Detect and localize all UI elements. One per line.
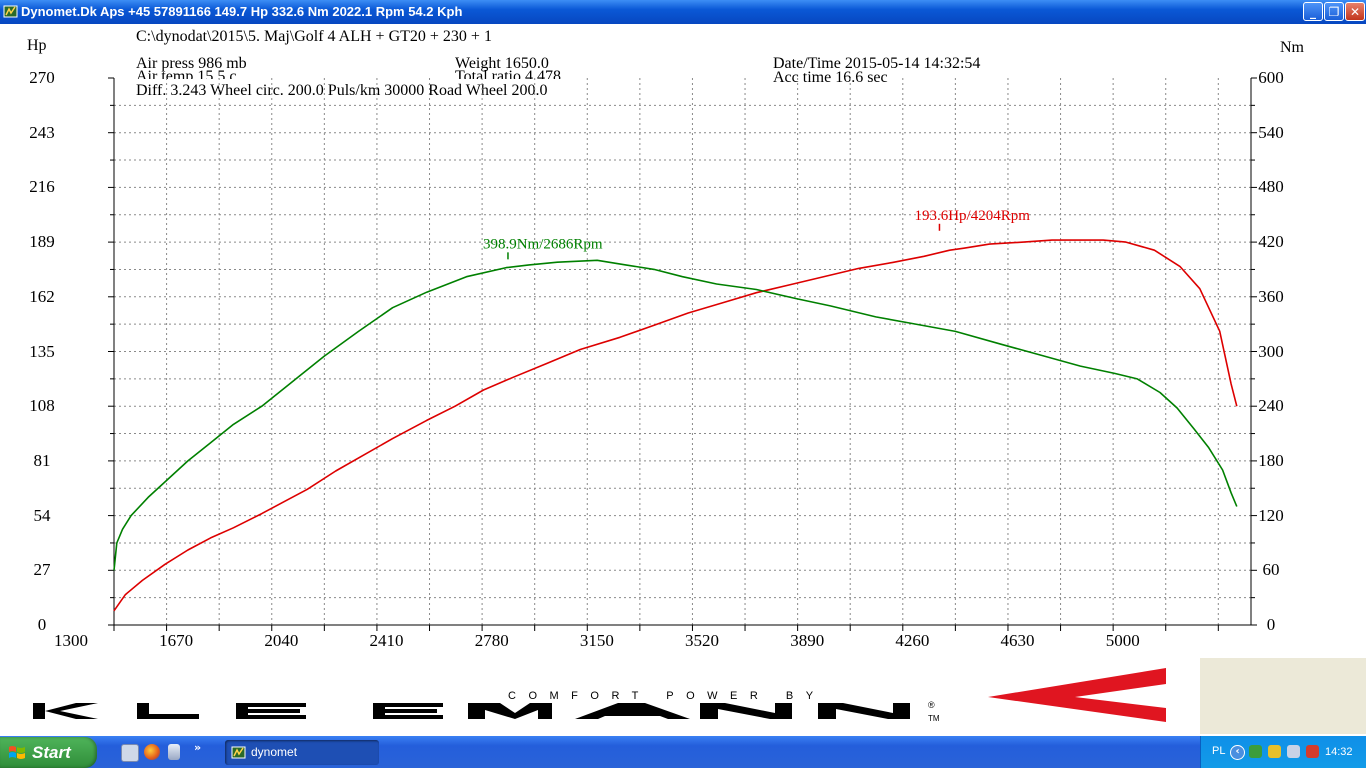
y2-tick-label: 360 [1258, 286, 1284, 306]
chart-annotations: 193.6Hp/4204Rpm 398.9Nm/2686Rpm [483, 208, 1030, 260]
close-button[interactable]: ✕ [1345, 2, 1365, 21]
logo-registered: ® [928, 700, 935, 710]
logo-chevron-icon [988, 668, 1166, 722]
chart-axes [108, 77, 1257, 631]
tray-expand-icon[interactable]: ‹ [1230, 745, 1245, 760]
file-icon[interactable] [168, 744, 180, 760]
date-time: Date/Time 2015-05-14 14:32:54 [773, 55, 981, 72]
logo-tm: TM [928, 714, 940, 723]
y-tick-label: 135 [29, 341, 55, 361]
file-path: C:\dynodat\2015\5. Maj\Golf 4 ALH + GT20… [136, 28, 492, 45]
y2-tick-label: 600 [1258, 68, 1284, 87]
y2-tick-label: 420 [1258, 232, 1284, 252]
taskbar-item-label: dynomet [251, 745, 298, 759]
weight: Weight 1650.0 [455, 55, 549, 72]
taskbar-item-dynomet[interactable]: dynomet [225, 740, 379, 765]
chart-series [113, 239, 1238, 612]
torque-curve [113, 259, 1238, 571]
firefox-icon[interactable] [144, 744, 160, 760]
y2-tick-label: 180 [1258, 450, 1284, 470]
windows-logo-icon [9, 746, 25, 759]
y-tick-label: 243 [29, 122, 55, 142]
x-tick-label: 1670 [159, 631, 194, 650]
x-tick-label: 1300 [54, 631, 88, 650]
y-tick-label: 216 [29, 177, 55, 197]
y-tick-label: 108 [29, 396, 55, 416]
y-tick-label: 54 [33, 505, 51, 525]
air-press: Air press 986 mb [136, 55, 247, 72]
y2-tick-label: 480 [1258, 177, 1284, 197]
tray-shield-icon[interactable] [1306, 745, 1319, 758]
dyno-chart: 193.6Hp/4204Rpm 398.9Nm/2686Rpm [108, 77, 1257, 631]
x-tick-label: 3520 [685, 631, 720, 650]
minimize-button[interactable]: _ [1303, 2, 1323, 21]
y-tick-label: 189 [29, 232, 55, 252]
desktop-corner [1200, 658, 1366, 734]
torque-peak-label: 398.9Nm/2686Rpm [483, 236, 603, 252]
chart-grid [114, 78, 1251, 625]
language-indicator[interactable]: PL [1212, 745, 1226, 757]
tray-drive-icon[interactable] [1287, 745, 1300, 758]
x-tick-label: 3150 [579, 631, 614, 650]
y2-tick-label: 540 [1258, 122, 1284, 142]
dynomet-task-icon [231, 746, 246, 759]
y-tick-label: 81 [33, 450, 51, 470]
x-tick-label: 4630 [1000, 631, 1035, 650]
title-bar[interactable]: Dynomet.Dk Aps +45 57891166 149.7 Hp 332… [0, 0, 1366, 24]
taskbar [0, 736, 1366, 768]
acc-time: Acc time 16.6 sec [773, 69, 888, 86]
start-label: Start [32, 743, 71, 762]
y-tick-label: 270 [29, 68, 55, 87]
total-ratio: Total ratio 4.478 [455, 69, 561, 79]
start-button[interactable]: Start [0, 737, 97, 768]
x-tick-label: 3890 [790, 631, 825, 650]
y2-tick-label: 300 [1258, 341, 1284, 361]
y2-tick-label: 60 [1262, 560, 1280, 580]
tray-network-icon[interactable] [1249, 745, 1262, 758]
x-tick-label: 2040 [264, 631, 299, 650]
dynomet-app-icon [3, 5, 18, 18]
power-curve [113, 239, 1238, 612]
clock: 14:32 [1325, 746, 1353, 758]
y-tick-label: 27 [33, 560, 51, 580]
x-tick-label: 2410 [369, 631, 404, 650]
x-tick-label: 5000 [1105, 631, 1140, 650]
right-axis-unit: Nm [1280, 39, 1304, 56]
air-temp: Air temp 15.5 c [136, 69, 237, 79]
maximize-button[interactable]: ❐ [1324, 2, 1344, 21]
diff-line: Diff. 3.243 Wheel circ. 200.0 Puls/km 30… [136, 82, 548, 99]
quicklaunch-more-icon[interactable]: » [194, 741, 202, 754]
y2-tick-label: 240 [1258, 396, 1284, 416]
y-tick-label: 162 [29, 286, 55, 306]
x-tick-label: 2780 [474, 631, 509, 650]
logo-tagline: COMFORT POWER BY [508, 690, 826, 702]
y2-tick-label: 120 [1258, 505, 1284, 525]
system-tray: PL ‹ 14:32 [1200, 736, 1366, 768]
left-axis-unit: Hp [27, 37, 47, 54]
power-peak-label: 193.6Hp/4204Rpm [914, 208, 1030, 224]
window-title: Dynomet.Dk Aps +45 57891166 149.7 Hp 332… [21, 4, 463, 19]
show-desktop-icon[interactable] [121, 744, 139, 762]
y-tick-label: 0 [37, 615, 47, 634]
y2-tick-label: 0 [1266, 615, 1276, 634]
x-tick-label: 4260 [895, 631, 930, 650]
tray-security-icon[interactable] [1268, 745, 1281, 758]
